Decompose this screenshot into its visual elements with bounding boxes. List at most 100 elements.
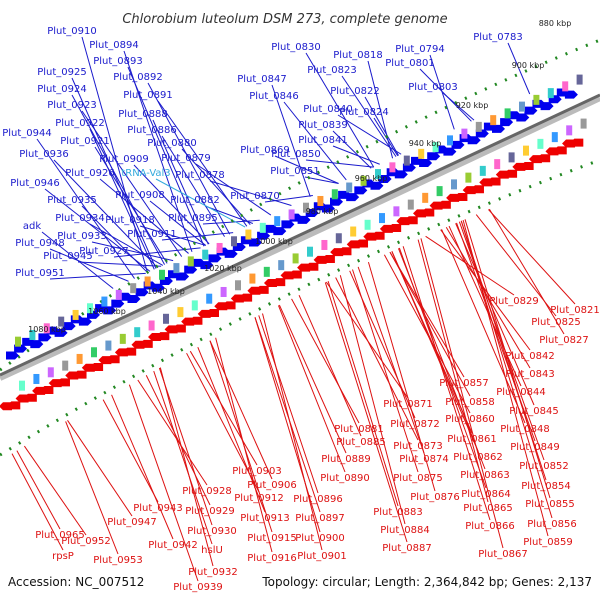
forward-gene-label-plut-0924[interactable]: Plut_0924 (37, 84, 87, 95)
reverse-gene-label-plut-0929[interactable]: Plut_0929 (185, 506, 235, 517)
reverse-gene-label-plut-0874[interactable]: Plut_0874 (399, 454, 449, 465)
forward-gene-label-plut-0880[interactable]: Plut_0880 (147, 138, 197, 149)
forward-gene-label-trna-val3[interactable]: tRNA-Val3 (121, 168, 170, 179)
reverse-gene-label-plut-0857[interactable]: Plut_0857 (439, 378, 489, 389)
reverse-gene-label-plut-0953[interactable]: Plut_0953 (93, 555, 143, 566)
reverse-gene-label-plut-0865[interactable]: Plut_0865 (463, 503, 513, 514)
reverse-gene-label-plut-0900[interactable]: Plut_0900 (295, 533, 345, 544)
reverse-gene-label-plut-0947[interactable]: Plut_0947 (107, 517, 157, 528)
forward-gene-label-plut-0911[interactable]: Plut_0911 (127, 229, 177, 240)
reverse-gene-label-plut-0881[interactable]: Plut_0881 (334, 424, 384, 435)
forward-gene-label-plut-0823[interactable]: Plut_0823 (307, 65, 357, 76)
forward-gene-label-plut-0936[interactable]: Plut_0936 (19, 149, 69, 160)
forward-gene-label-plut-0923[interactable]: Plut_0923 (47, 100, 97, 111)
reverse-gene-label-hslu[interactable]: hslU (201, 545, 223, 556)
reverse-gene-label-plut-0855[interactable]: Plut_0855 (525, 499, 575, 510)
forward-gene-label-plut-0794[interactable]: Plut_0794 (395, 44, 445, 55)
forward-gene-label-plut-0818[interactable]: Plut_0818 (333, 50, 383, 61)
forward-gene-label-plut-0841[interactable]: Plut_0841 (298, 135, 348, 146)
reverse-gene-label-plut-0872[interactable]: Plut_0872 (390, 419, 440, 430)
reverse-gene-label-plut-0842[interactable]: Plut_0842 (505, 351, 555, 362)
forward-gene-label-plut-0891[interactable]: Plut_0891 (123, 90, 173, 101)
forward-gene-label-plut-0922[interactable]: Plut_0922 (55, 118, 105, 129)
forward-gene-label-plut-0882[interactable]: Plut_0882 (170, 195, 220, 206)
reverse-gene-label-plut-0939[interactable]: Plut_0939 (173, 582, 223, 593)
reverse-gene-label-plut-0861[interactable]: Plut_0861 (447, 434, 497, 445)
reverse-gene-label-plut-0859[interactable]: Plut_0859 (523, 537, 573, 548)
reverse-gene-label-plut-0952[interactable]: Plut_0952 (61, 536, 111, 547)
reverse-gene-label-plut-0858[interactable]: Plut_0858 (445, 397, 495, 408)
reverse-gene-label-plut-0848[interactable]: Plut_0848 (500, 424, 550, 435)
reverse-gene-label-plut-0883[interactable]: Plut_0883 (373, 507, 423, 518)
reverse-gene-label-plut-0862[interactable]: Plut_0862 (453, 452, 503, 463)
forward-gene-label-plut-0870[interactable]: Plut_0870 (230, 191, 280, 202)
forward-gene-label-plut-0946[interactable]: Plut_0946 (10, 178, 60, 189)
forward-gene-label-plut-0886[interactable]: Plut_0886 (127, 125, 177, 136)
forward-gene-label-adk[interactable]: adk (23, 221, 41, 232)
forward-gene-label-plut-0926[interactable]: Plut_0926 (65, 168, 115, 179)
reverse-gene-label-plut-0889[interactable]: Plut_0889 (321, 454, 371, 465)
reverse-gene-label-plut-0852[interactable]: Plut_0852 (519, 461, 569, 472)
reverse-gene-label-plut-0825[interactable]: Plut_0825 (531, 317, 581, 328)
reverse-gene-label-plut-0887[interactable]: Plut_0887 (382, 543, 432, 554)
forward-gene-label-plut-0951[interactable]: Plut_0951 (15, 268, 65, 279)
reverse-gene-label-plut-0906[interactable]: Plut_0906 (247, 480, 297, 491)
reverse-gene-label-plut-0965[interactable]: Plut_0965 (35, 530, 85, 541)
forward-gene-label-plut-0933[interactable]: Plut_0933 (57, 231, 107, 242)
reverse-gene-label-rpsp[interactable]: rpsP (52, 551, 74, 562)
forward-gene-label-plut-0840[interactable]: Plut_0840 (303, 104, 353, 115)
reverse-gene-label-plut-0916[interactable]: Plut_0916 (247, 553, 297, 564)
forward-gene-label-plut-0847[interactable]: Plut_0847 (237, 74, 287, 85)
reverse-gene-label-plut-0860[interactable]: Plut_0860 (445, 414, 495, 425)
reverse-gene-label-plut-0849[interactable]: Plut_0849 (510, 442, 560, 453)
forward-gene-label-plut-0895[interactable]: Plut_0895 (168, 213, 218, 224)
reverse-gene-label-plut-0867[interactable]: Plut_0867 (478, 549, 528, 560)
forward-gene-label-plut-0822[interactable]: Plut_0822 (330, 86, 380, 97)
reverse-gene-label-plut-0913[interactable]: Plut_0913 (240, 513, 290, 524)
reverse-gene-label-plut-0871[interactable]: Plut_0871 (383, 399, 433, 410)
forward-gene-label-plut-0934[interactable]: Plut_0934 (55, 213, 105, 224)
forward-gene-label-plut-0888[interactable]: Plut_0888 (118, 109, 168, 120)
forward-gene-label-plut-0935[interactable]: Plut_0935 (47, 195, 97, 206)
forward-gene-label-plut-0879[interactable]: Plut_0879 (161, 153, 211, 164)
forward-gene-label-plut-0948[interactable]: Plut_0948 (15, 238, 65, 249)
forward-gene-label-plut-0851[interactable]: Plut_0851 (270, 166, 320, 177)
forward-gene-label-plut-0918[interactable]: Plut_0918 (105, 215, 155, 226)
reverse-gene-label-plut-0863[interactable]: Plut_0863 (460, 470, 510, 481)
reverse-gene-label-plut-0873[interactable]: Plut_0873 (393, 441, 443, 452)
forward-gene-label-plut-0878[interactable]: Plut_0878 (175, 170, 225, 181)
reverse-gene-label-plut-0827[interactable]: Plut_0827 (539, 335, 589, 346)
forward-gene-label-plut-0801[interactable]: Plut_0801 (385, 58, 435, 69)
forward-gene-label-plut-0892[interactable]: Plut_0892 (113, 72, 163, 83)
reverse-gene-label-plut-0942[interactable]: Plut_0942 (148, 540, 198, 551)
forward-gene-label-plut-0839[interactable]: Plut_0839 (298, 120, 348, 131)
reverse-gene-label-plut-0829[interactable]: Plut_0829 (489, 296, 539, 307)
forward-gene-label-plut-0925[interactable]: Plut_0925 (37, 67, 87, 78)
reverse-gene-label-plut-0854[interactable]: Plut_0854 (521, 481, 571, 492)
reverse-gene-label-plut-0890[interactable]: Plut_0890 (320, 473, 370, 484)
forward-gene-label-plut-0869[interactable]: Plut_0869 (240, 145, 290, 156)
reverse-gene-label-plut-0884[interactable]: Plut_0884 (380, 525, 430, 536)
reverse-gene-label-plut-0864[interactable]: Plut_0864 (461, 489, 511, 500)
forward-gene-label-plut-0927[interactable]: Plut_0927 (79, 246, 129, 257)
forward-gene-label-plut-0921[interactable]: Plut_0921 (60, 136, 110, 147)
reverse-gene-label-plut-0903[interactable]: Plut_0903 (232, 466, 282, 477)
forward-gene-label-plut-0824[interactable]: Plut_0824 (339, 107, 389, 118)
reverse-gene-label-plut-0845[interactable]: Plut_0845 (509, 406, 559, 417)
forward-gene-label-plut-0894[interactable]: Plut_0894 (89, 40, 139, 51)
reverse-gene-label-plut-0912[interactable]: Plut_0912 (234, 493, 284, 504)
reverse-gene-label-plut-0901[interactable]: Plut_0901 (297, 551, 347, 562)
reverse-gene-label-plut-0932[interactable]: Plut_0932 (188, 567, 238, 578)
forward-gene-label-plut-0945[interactable]: Plut_0945 (43, 251, 93, 262)
reverse-gene-label-plut-0844[interactable]: Plut_0844 (496, 387, 546, 398)
reverse-gene-label-plut-0928[interactable]: Plut_0928 (182, 486, 232, 497)
reverse-gene-label-plut-0915[interactable]: Plut_0915 (247, 533, 297, 544)
forward-gene-label-plut-0830[interactable]: Plut_0830 (271, 42, 321, 53)
reverse-gene-label-plut-0843[interactable]: Plut_0843 (505, 369, 555, 380)
reverse-gene-label-plut-0821[interactable]: Plut_0821 (550, 305, 600, 316)
reverse-gene-label-plut-0896[interactable]: Plut_0896 (293, 494, 343, 505)
forward-gene-label-plut-0944[interactable]: Plut_0944 (2, 128, 52, 139)
forward-gene-label-plut-0783[interactable]: Plut_0783 (473, 32, 523, 43)
reverse-gene-label-plut-0885[interactable]: Plut_0885 (336, 437, 386, 448)
reverse-gene-label-plut-0930[interactable]: Plut_0930 (187, 526, 237, 537)
